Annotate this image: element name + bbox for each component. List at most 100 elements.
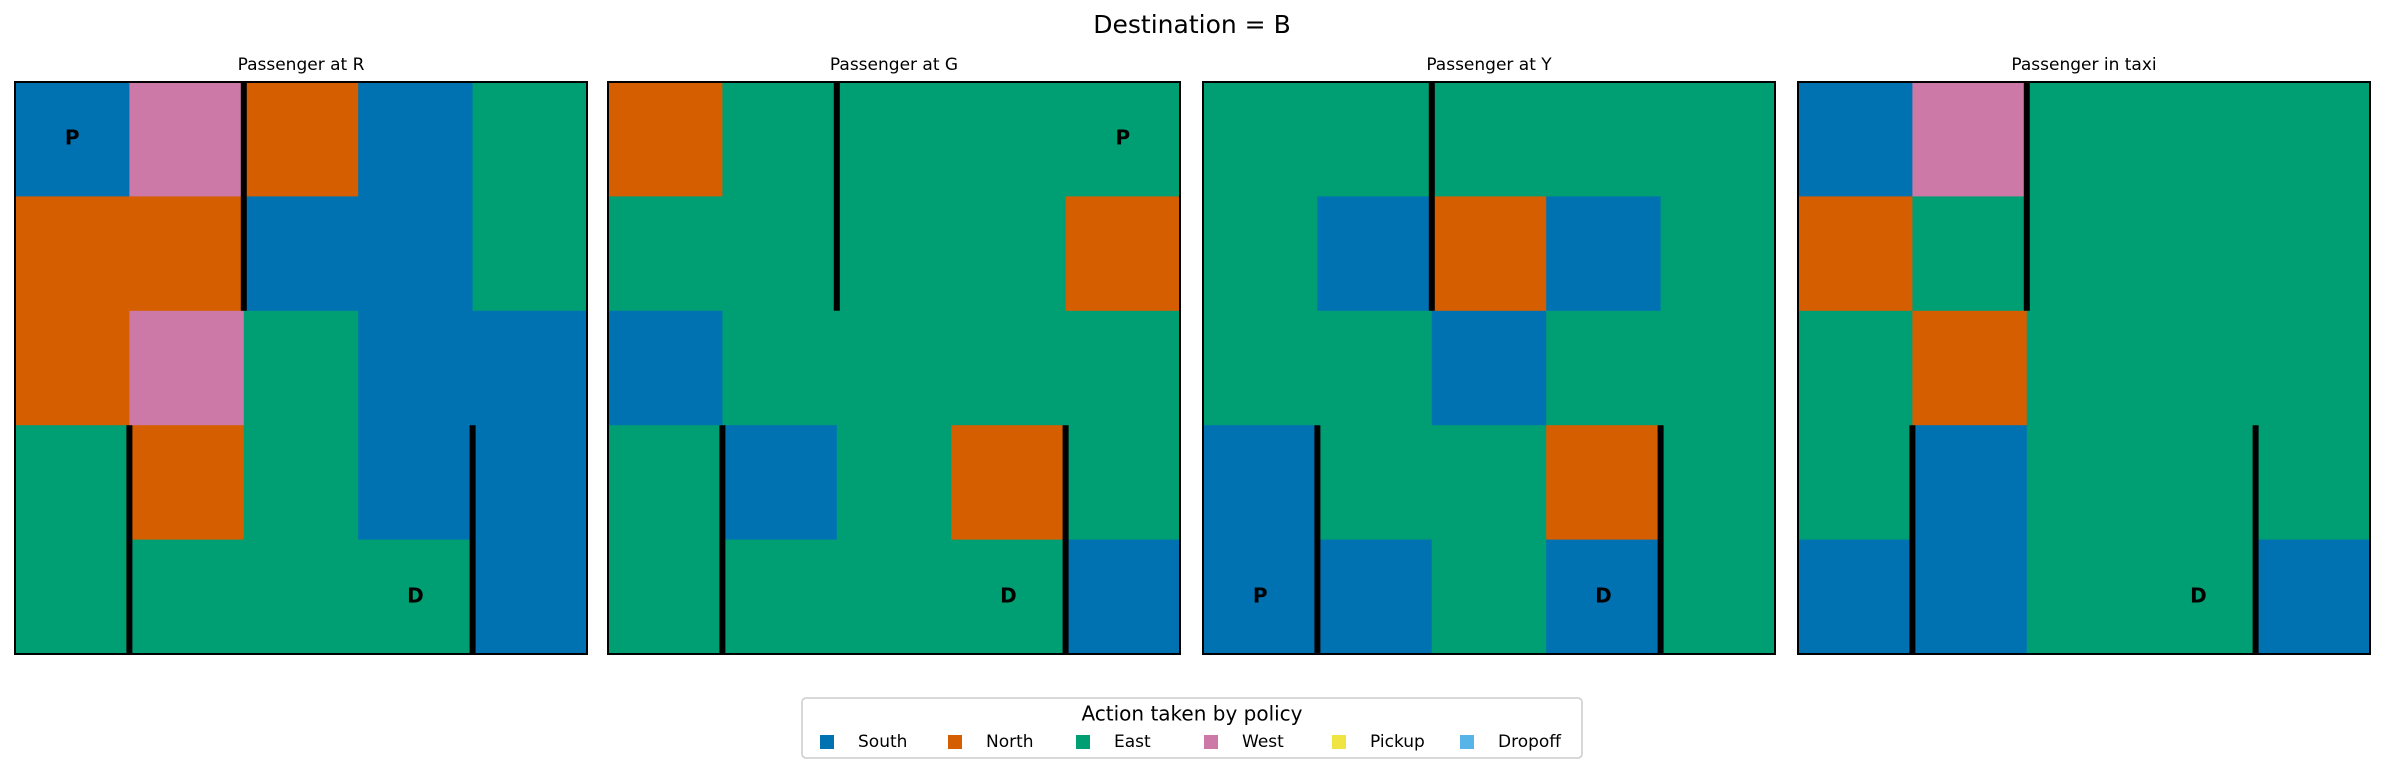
grid-cell xyxy=(2141,539,2257,655)
panel-frame xyxy=(607,81,1181,655)
legend-swatch xyxy=(1332,735,1346,749)
grid-cell xyxy=(1317,196,1433,312)
grid-cell xyxy=(472,82,588,197)
grid-cell xyxy=(1798,196,1913,312)
grid-cell xyxy=(951,539,1067,655)
legend-swatch xyxy=(1076,735,1090,749)
grid-cell xyxy=(951,196,1067,312)
grid-cell xyxy=(1660,425,1776,541)
grid-cell xyxy=(1317,82,1433,197)
grid-cell xyxy=(1203,425,1318,541)
grid-cell xyxy=(1065,310,1181,426)
grid-cell xyxy=(2141,310,2257,426)
grid-cell xyxy=(358,425,474,541)
grid-cell xyxy=(951,425,1067,541)
grid-cell xyxy=(2255,539,2371,655)
cell-label: P xyxy=(65,126,80,150)
grid-cell xyxy=(1317,425,1433,541)
grid-cell xyxy=(1912,310,2028,426)
legend-swatch xyxy=(948,735,962,749)
grid-cell xyxy=(358,310,474,426)
chart-title: Destination = B xyxy=(1093,10,1290,39)
grid-cell xyxy=(2026,310,2142,426)
grid-cell xyxy=(129,539,245,655)
grid-cell xyxy=(243,539,359,655)
grid-cell xyxy=(1660,196,1776,312)
panel-frame xyxy=(1797,81,2371,655)
grid-cell xyxy=(1912,539,2028,655)
grid-cell xyxy=(2141,425,2257,541)
legend-label: East xyxy=(1114,732,1151,752)
grid-cell xyxy=(1546,425,1662,541)
panel-frame xyxy=(1202,81,1776,655)
grid-cell xyxy=(1798,425,1913,541)
grid-cell xyxy=(2026,539,2142,655)
grid-cell xyxy=(1065,82,1181,197)
grid-cell xyxy=(722,310,838,426)
grid-cell xyxy=(1431,425,1547,541)
grid-cell xyxy=(2141,82,2257,197)
cell-label: D xyxy=(2190,583,2207,607)
grid-cell xyxy=(129,82,245,197)
grid-cell xyxy=(836,539,952,655)
grid-cell xyxy=(836,82,952,197)
cell-label: D xyxy=(1595,583,1612,607)
grid-cell xyxy=(1912,425,2028,541)
grid-cell xyxy=(722,425,838,541)
grid-cell xyxy=(722,82,838,197)
legend-label: Dropoff xyxy=(1498,732,1562,752)
cell-label: D xyxy=(1000,583,1017,607)
grid-cell xyxy=(243,310,359,426)
grid-cell xyxy=(1660,82,1776,197)
legend-label: West xyxy=(1242,732,1284,752)
grid-cell xyxy=(836,196,952,312)
legend-label: North xyxy=(986,732,1034,752)
grid-cell xyxy=(722,539,838,655)
grid-cell xyxy=(1317,539,1433,655)
grid-cell xyxy=(836,425,952,541)
grid-cell xyxy=(2255,196,2371,312)
grid-cell xyxy=(243,82,359,197)
legend-title: Action taken by policy xyxy=(1081,702,1302,726)
panel-title: Passenger in taxi xyxy=(2011,55,2156,75)
cell-label: P xyxy=(1115,126,1130,150)
grid-cell xyxy=(1546,82,1662,197)
legend-label: Pickup xyxy=(1370,732,1425,752)
grid-cell xyxy=(608,82,723,197)
panel-frame xyxy=(14,81,588,655)
grid-cell xyxy=(2026,82,2142,197)
grid-cell xyxy=(129,310,245,426)
grid-cell xyxy=(15,310,130,426)
grid-cell xyxy=(1660,310,1776,426)
grid-cell xyxy=(836,310,952,426)
grid-cell xyxy=(243,196,359,312)
grid-cell xyxy=(1065,539,1181,655)
grid-cell xyxy=(129,196,245,312)
grid-cell xyxy=(1546,196,1662,312)
grid-cell xyxy=(15,539,130,655)
grid-cell xyxy=(608,196,723,312)
grid-cell xyxy=(1203,539,1318,655)
grid-cell xyxy=(608,539,723,655)
legend-swatch xyxy=(1460,735,1474,749)
grid-cell xyxy=(15,196,130,312)
legend-box xyxy=(801,697,1583,759)
grid-cell xyxy=(1431,196,1547,312)
grid-cell xyxy=(1798,82,1913,197)
grid-cell xyxy=(2141,196,2257,312)
grid-cell xyxy=(2255,310,2371,426)
grid-cell xyxy=(2026,425,2142,541)
legend-label: South xyxy=(858,732,907,752)
grid-cell xyxy=(2026,196,2142,312)
grid-cell xyxy=(1065,196,1181,312)
grid-cell xyxy=(1203,196,1318,312)
grid-cell xyxy=(472,425,588,541)
grid-cell xyxy=(1431,82,1547,197)
grid-cell xyxy=(951,310,1067,426)
grid-cell xyxy=(1660,539,1776,655)
grid-cell xyxy=(1798,539,1913,655)
grid-cell xyxy=(15,82,130,197)
grid-cell xyxy=(1203,82,1318,197)
